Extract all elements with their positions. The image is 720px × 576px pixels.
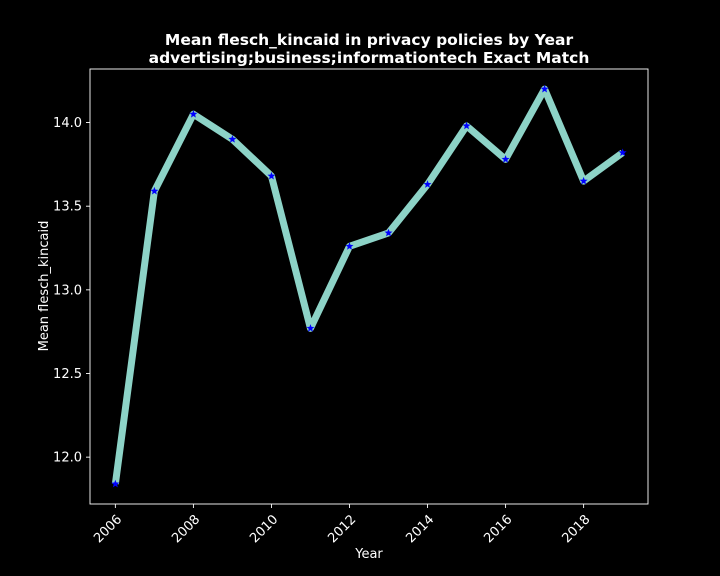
series-line (111, 85, 625, 485)
y-tick-label: 14.0 (53, 116, 82, 131)
data-point-marker (111, 479, 120, 488)
x-tick-label: 2016 (481, 512, 515, 546)
x-tick-label: 2006 (91, 512, 125, 546)
y-axis-ticks: 12.0 12.5 13.0 13.5 14.0 (53, 116, 90, 466)
x-tick-label: 2008 (169, 512, 203, 546)
plot-area-frame (89, 68, 649, 505)
data-point-marker (150, 186, 159, 195)
data-point-marker (423, 180, 432, 188)
y-tick-label: 13.0 (53, 283, 82, 298)
data-point-marker (345, 242, 354, 250)
x-axis-label: Year (354, 547, 383, 562)
y-tick-label: 13.5 (53, 200, 82, 215)
chart-title-line-1: Mean flesch_kincaid in privacy policies … (165, 31, 574, 49)
data-point-marker (462, 121, 471, 130)
data-point-marker (384, 228, 393, 237)
chart-title-line-2: advertising;business;informationtech Exa… (149, 49, 590, 67)
y-tick-label: 12.5 (53, 367, 82, 382)
data-point-marker (306, 324, 315, 332)
y-axis-label: Mean flesch_kincaid (37, 221, 52, 352)
y-tick-label: 12.0 (53, 451, 82, 466)
data-point-marker (189, 109, 198, 118)
data-point-marker (267, 171, 276, 180)
series-layer (111, 84, 627, 488)
data-point-marker (579, 176, 588, 185)
data-point-marker (228, 135, 237, 143)
data-point-marker (618, 148, 627, 157)
data-point-marker (540, 84, 549, 93)
x-axis-ticks: 2006 2008 2010 2012 2014 2016 2018 (91, 504, 593, 546)
x-tick-label: 2014 (403, 512, 437, 546)
x-tick-label: 2012 (325, 512, 359, 546)
x-tick-label: 2010 (247, 512, 281, 546)
data-point-marker (501, 155, 510, 163)
x-tick-label: 2018 (559, 512, 593, 546)
